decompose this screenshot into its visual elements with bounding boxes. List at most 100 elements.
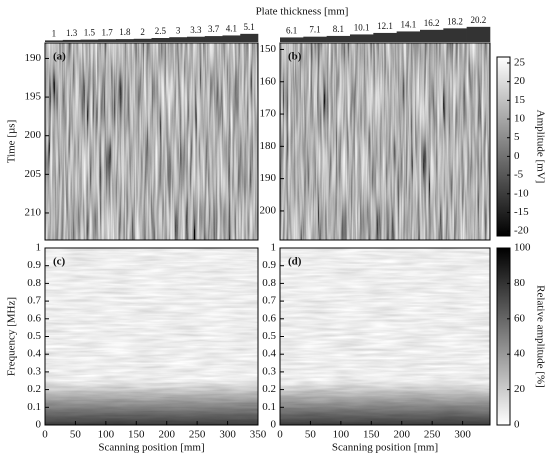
- y-tick-label: 0.1: [262, 401, 276, 413]
- thickness-step: [420, 29, 444, 42]
- x-tick-label: 0: [42, 429, 48, 441]
- thickness-step: [45, 40, 64, 42]
- colorbar-tick-label: 80: [514, 277, 526, 289]
- thickness-label: 1.3: [66, 28, 78, 38]
- y-tick-label: 0.9: [27, 259, 41, 271]
- y-tick-label: 195: [25, 91, 42, 103]
- y-tick-label: 210: [25, 206, 42, 218]
- thickness-label: 20.2: [470, 15, 486, 25]
- y-tick-label: 0.8: [27, 277, 41, 289]
- y-tick-label: 205: [25, 168, 42, 180]
- x-tick-label: 350: [250, 429, 267, 441]
- y-tick-label: 0.5: [27, 330, 41, 342]
- thickness-label: 3.7: [208, 24, 220, 34]
- thickness-label: 4.1: [226, 24, 237, 34]
- y-tick-label: 0.7: [262, 295, 276, 307]
- thickness-step: [151, 38, 170, 42]
- x-axis-label: Scanning position [mm]: [332, 442, 438, 454]
- colorbar-tick-label: -20: [514, 225, 529, 237]
- thickness-label: 1.7: [102, 27, 114, 37]
- plot-frame: [279, 42, 491, 241]
- y-tick-label: 0.8: [262, 277, 276, 289]
- thickness-step: [396, 31, 421, 42]
- thickness-step: [240, 33, 259, 42]
- x-tick-label: 250: [424, 429, 441, 441]
- colorbar-tick-label: 20: [514, 383, 526, 395]
- thickness-step: [443, 28, 467, 42]
- x-tick-label: 200: [158, 429, 175, 441]
- y-tick-label: 0.6: [262, 312, 276, 324]
- y-tick-label: 0.4: [27, 348, 41, 360]
- x-tick-label: 0: [277, 429, 283, 441]
- thickness-step: [62, 39, 81, 42]
- thickness-label: 10.1: [354, 22, 370, 32]
- thickness-label: 1.8: [119, 27, 131, 37]
- x-tick-label: 200: [393, 429, 410, 441]
- thickness-step: [98, 39, 117, 42]
- x-axis-label: Scanning position [mm]: [98, 442, 204, 454]
- colorbar-tick-label: -5: [514, 169, 524, 181]
- thickness-label: 2: [140, 27, 145, 37]
- panel-label: (a): [53, 51, 66, 63]
- y-axis-label: Time [µs]: [6, 120, 18, 164]
- colorbar-label: Amplitude [mV]: [534, 110, 546, 184]
- heatmap-shade: [45, 380, 258, 425]
- thickness-label: 8.1: [333, 24, 344, 34]
- y-tick-label: 200: [260, 204, 277, 216]
- thickness-step: [133, 38, 152, 42]
- thickness-step: [222, 35, 241, 42]
- y-tick-label: 170: [260, 108, 277, 120]
- colorbar-tick-label: 100: [514, 242, 531, 254]
- colorbar-tick-label: 25: [514, 57, 526, 69]
- y-axis-label: Frequency [MHz]: [6, 297, 18, 376]
- x-tick-label: 300: [454, 429, 471, 441]
- x-tick-label: 50: [305, 429, 317, 441]
- thickness-step: [466, 26, 491, 42]
- panel-label: (b): [288, 51, 302, 63]
- thickness-step: [187, 36, 206, 42]
- y-tick-label: 0.5: [262, 330, 276, 342]
- y-tick-label: 0.1: [27, 401, 41, 413]
- y-tick-label: 0.3: [262, 365, 276, 377]
- thickness-label: 7.1: [309, 25, 320, 35]
- thickness-label: 18.2: [447, 16, 463, 26]
- x-tick-label: 150: [128, 429, 145, 441]
- thickness-label: 5.1: [244, 22, 255, 32]
- heatmap-shade: [280, 380, 490, 425]
- x-tick-label: 150: [363, 429, 380, 441]
- plot-frame: [44, 42, 259, 241]
- thickness-step: [116, 39, 135, 42]
- y-tick-label: 0.3: [27, 365, 41, 377]
- y-tick-label: 190: [260, 172, 277, 184]
- y-tick-label: 200: [25, 129, 42, 141]
- y-tick-label: 0.2: [262, 383, 276, 395]
- x-tick-label: 250: [189, 429, 206, 441]
- thickness-step: [350, 34, 374, 42]
- colorbar-tick-label: -15: [514, 206, 529, 218]
- thickness-step: [280, 37, 304, 42]
- y-tick-label: 0.6: [27, 312, 41, 324]
- thickness-step: [373, 32, 397, 42]
- colorbar: [496, 247, 511, 426]
- colorbar-tick-label: 40: [514, 348, 526, 360]
- colorbar-tick-label: 0: [514, 419, 520, 431]
- y-tick-label: 0.9: [262, 259, 276, 271]
- colorbar-tick-label: 60: [514, 312, 526, 324]
- x-tick-label: 100: [333, 429, 350, 441]
- y-tick-label: 190: [25, 52, 42, 64]
- colorbar-tick-label: 15: [514, 94, 526, 106]
- thickness-label: 6.1: [286, 25, 297, 35]
- colorbar-label: Relative amplitude [%]: [534, 285, 546, 388]
- thickness-label: 2.5: [155, 26, 167, 36]
- thickness-step: [303, 36, 327, 42]
- thickness-step: [80, 39, 99, 42]
- colorbar: [496, 56, 511, 237]
- y-tick-label: 180: [260, 140, 277, 152]
- heatmap-image: [280, 43, 490, 240]
- panel-label: (c): [53, 256, 66, 268]
- y-tick-label: 150: [260, 43, 277, 55]
- colorbar-tick-label: 20: [514, 75, 526, 87]
- y-tick-label: 1: [271, 242, 277, 254]
- y-tick-label: 0.4: [262, 348, 276, 360]
